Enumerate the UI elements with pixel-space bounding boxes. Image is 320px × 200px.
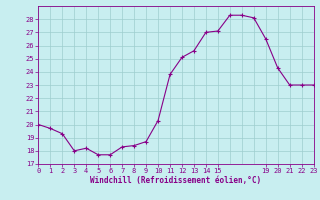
X-axis label: Windchill (Refroidissement éolien,°C): Windchill (Refroidissement éolien,°C)	[91, 176, 261, 185]
